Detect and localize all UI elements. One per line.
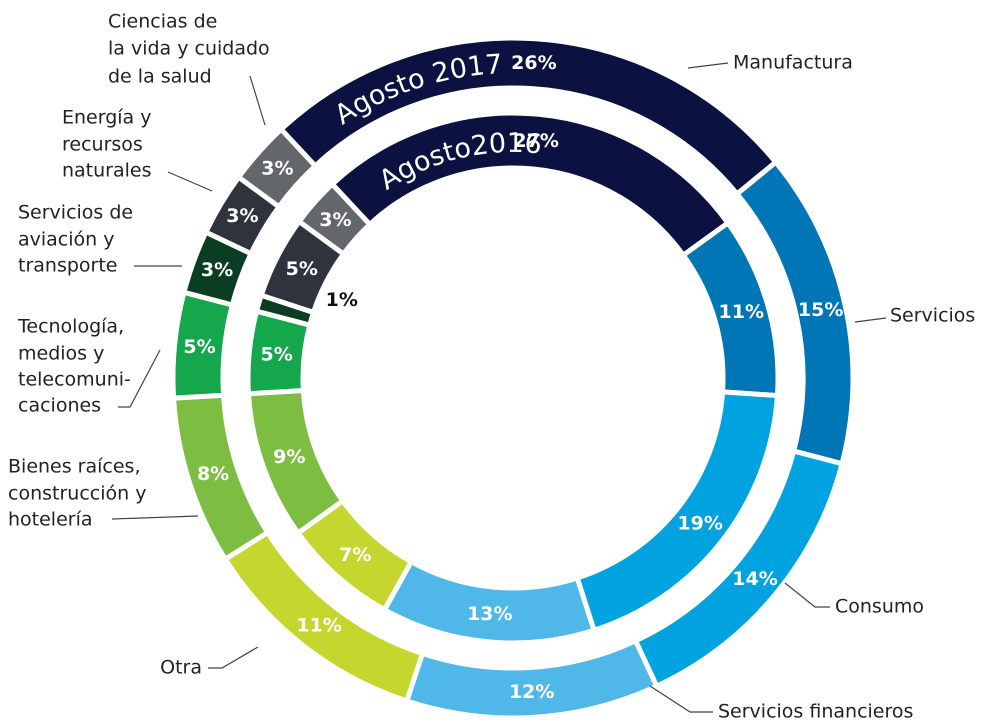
leader-line	[118, 349, 161, 408]
donut-segment	[235, 125, 319, 211]
category-label: Energía y	[62, 107, 151, 129]
leader-line	[208, 646, 259, 669]
leader-line	[249, 75, 266, 126]
category-label: naturales	[62, 160, 152, 182]
category-label: medios y	[18, 343, 104, 365]
value-label: 3%	[201, 259, 233, 281]
category-label: Tecnología,	[17, 316, 124, 338]
value-label: 27%	[513, 130, 558, 152]
value-label: 3%	[261, 157, 293, 179]
value-label: 3%	[319, 209, 351, 231]
value-label: 5%	[286, 258, 318, 280]
category-label: Otra	[160, 657, 202, 679]
value-label: 12%	[509, 681, 554, 703]
category-label: Servicios financieros	[718, 701, 913, 723]
category-label: la vida y cuidado	[108, 38, 270, 60]
category-label: caciones	[18, 395, 101, 417]
leader-line	[687, 62, 729, 69]
value-label: 26%	[511, 52, 556, 74]
category-label: Bienes raíces,	[8, 456, 140, 478]
value-label: 11%	[296, 615, 341, 637]
category-label: transporte	[18, 255, 117, 277]
category-label: recursos	[62, 134, 143, 156]
category-label: de la salud	[108, 66, 212, 88]
value-label: 7%	[339, 544, 371, 566]
leader-line	[784, 582, 830, 608]
category-label: Servicios de	[18, 202, 133, 224]
category-label: Ciencias de	[108, 11, 217, 33]
value-label: 5%	[261, 343, 293, 365]
category-label: Manufactura	[733, 52, 853, 74]
donut-segment	[295, 180, 374, 258]
value-label: 3%	[226, 205, 258, 227]
leader-line	[167, 171, 213, 192]
category-label: hotelería	[8, 509, 93, 531]
category-label: telecomuni-	[18, 369, 131, 391]
value-label: 8%	[197, 463, 229, 485]
category-label: Consumo	[835, 596, 924, 618]
value-label: 1%	[326, 289, 358, 311]
donut-segment	[403, 637, 661, 721]
value-label: 14%	[732, 568, 777, 590]
value-label: 11%	[719, 301, 764, 323]
category-label: construcción y	[8, 483, 146, 505]
value-label: 13%	[467, 603, 512, 625]
leader-line	[111, 515, 199, 520]
category-label: Servicios	[890, 305, 975, 327]
value-label: 19%	[677, 513, 722, 535]
value-label: 5%	[183, 336, 215, 358]
leader-line	[649, 685, 713, 713]
leader-line	[854, 317, 887, 323]
value-label: 15%	[798, 299, 843, 321]
category-label: aviación y	[18, 229, 114, 251]
value-label: 9%	[273, 446, 305, 468]
